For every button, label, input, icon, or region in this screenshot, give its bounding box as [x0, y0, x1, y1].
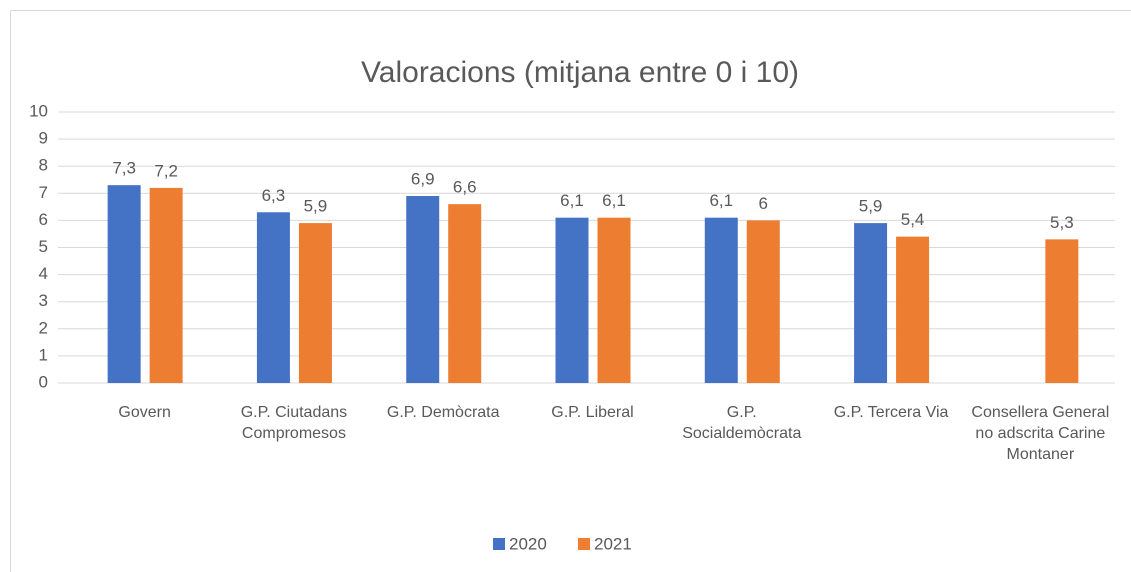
data-label: 5,9: [859, 197, 883, 216]
y-tick-label: 7: [39, 183, 48, 202]
legend-label: 2021: [594, 534, 632, 553]
data-label: 7,2: [154, 161, 178, 180]
y-tick-label: 4: [39, 264, 48, 283]
data-label: 6,6: [453, 178, 477, 197]
y-tick-label: 3: [39, 291, 48, 310]
data-label: 6,1: [602, 191, 626, 210]
legend-label: 2020: [509, 534, 547, 553]
bar: [555, 217, 589, 383]
legend-swatch: [493, 538, 505, 550]
data-label: 6: [759, 194, 768, 213]
bar: [1045, 239, 1079, 383]
bar: [107, 185, 141, 383]
data-label: 6,1: [709, 191, 733, 210]
data-label: 7,3: [112, 159, 136, 178]
y-tick-label: 1: [39, 345, 48, 364]
y-tick-label: 5: [39, 237, 48, 256]
data-label: 5,3: [1050, 213, 1074, 232]
bar: [256, 212, 290, 383]
x-tick-label: Govern: [118, 404, 171, 421]
bar: [448, 204, 482, 383]
y-tick-label: 0: [39, 372, 48, 391]
data-label: 5,4: [901, 210, 925, 229]
bar: [896, 236, 930, 383]
bar: [406, 196, 440, 383]
y-tick-label: 8: [39, 156, 48, 175]
data-label: 6,3: [262, 186, 286, 205]
x-tick-label: G.P. Ciutadans Compromesos: [240, 404, 348, 442]
data-label: 5,9: [304, 197, 328, 216]
x-tick-label: G.P. Demòcrata: [386, 404, 500, 421]
legend-swatch: [578, 538, 590, 550]
bar: [298, 223, 332, 383]
data-label: 6,1: [560, 191, 584, 210]
y-tick-label: 9: [39, 129, 48, 148]
y-tick-label: 2: [39, 318, 48, 337]
x-tick-label: G.P. Liberal: [551, 404, 634, 421]
x-tick-label: Consellera General no adscrita Carine Mo…: [971, 404, 1110, 463]
x-tick-label: G.P. Socialdemòcrata: [682, 404, 802, 442]
data-label: 6,9: [411, 169, 435, 188]
bar: [149, 187, 183, 383]
y-tick-label: 6: [39, 210, 48, 229]
y-tick-label: 10: [29, 101, 48, 120]
chart-title: Valoracions (mitjana entre 0 i 10): [361, 56, 799, 89]
bar: [746, 220, 780, 383]
x-tick-label: G.P. Tercera Via: [833, 404, 949, 421]
bar: [854, 223, 888, 383]
bar: [597, 217, 631, 383]
bar: [704, 217, 738, 383]
